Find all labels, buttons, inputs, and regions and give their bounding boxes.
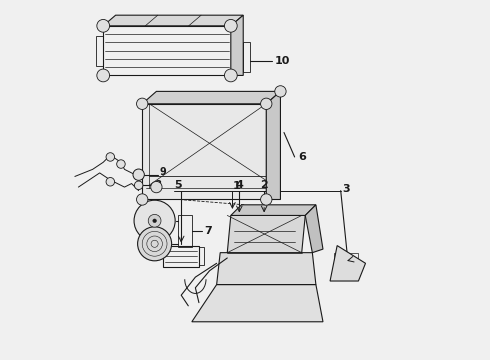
Circle shape (97, 69, 110, 82)
Bar (178, 215, 192, 247)
Polygon shape (142, 104, 266, 199)
Text: 6: 6 (298, 152, 306, 162)
Circle shape (224, 69, 237, 82)
Bar (96, 36, 103, 66)
Circle shape (148, 215, 161, 227)
Circle shape (106, 153, 115, 161)
Polygon shape (305, 205, 323, 253)
Circle shape (224, 19, 237, 32)
Bar (103, 26, 231, 76)
Polygon shape (227, 215, 305, 253)
Circle shape (97, 19, 110, 32)
Text: 1: 1 (232, 181, 240, 192)
Polygon shape (231, 205, 316, 215)
Text: 8: 8 (155, 180, 162, 190)
Bar (334, 253, 358, 278)
Circle shape (134, 200, 175, 241)
Text: 5: 5 (174, 180, 182, 190)
Polygon shape (103, 15, 243, 26)
Circle shape (261, 194, 272, 205)
Polygon shape (330, 246, 366, 281)
Circle shape (137, 98, 148, 109)
Circle shape (153, 219, 156, 222)
Text: 4: 4 (236, 180, 244, 190)
Polygon shape (217, 253, 316, 284)
Bar (164, 246, 199, 267)
Circle shape (106, 177, 115, 186)
Text: 7: 7 (204, 226, 212, 237)
Circle shape (138, 227, 172, 261)
Circle shape (261, 98, 272, 109)
Polygon shape (142, 91, 280, 104)
Text: 9: 9 (160, 167, 167, 177)
Polygon shape (231, 15, 243, 76)
Polygon shape (192, 284, 323, 322)
Circle shape (151, 181, 162, 193)
Circle shape (134, 181, 143, 190)
Polygon shape (266, 91, 280, 199)
Circle shape (133, 169, 145, 180)
Circle shape (117, 160, 125, 168)
Text: 2: 2 (261, 180, 269, 190)
Text: 3: 3 (343, 184, 350, 194)
Text: 10: 10 (275, 55, 291, 66)
Bar (243, 42, 250, 72)
Circle shape (137, 194, 148, 205)
Bar (199, 247, 204, 265)
Circle shape (275, 86, 286, 97)
